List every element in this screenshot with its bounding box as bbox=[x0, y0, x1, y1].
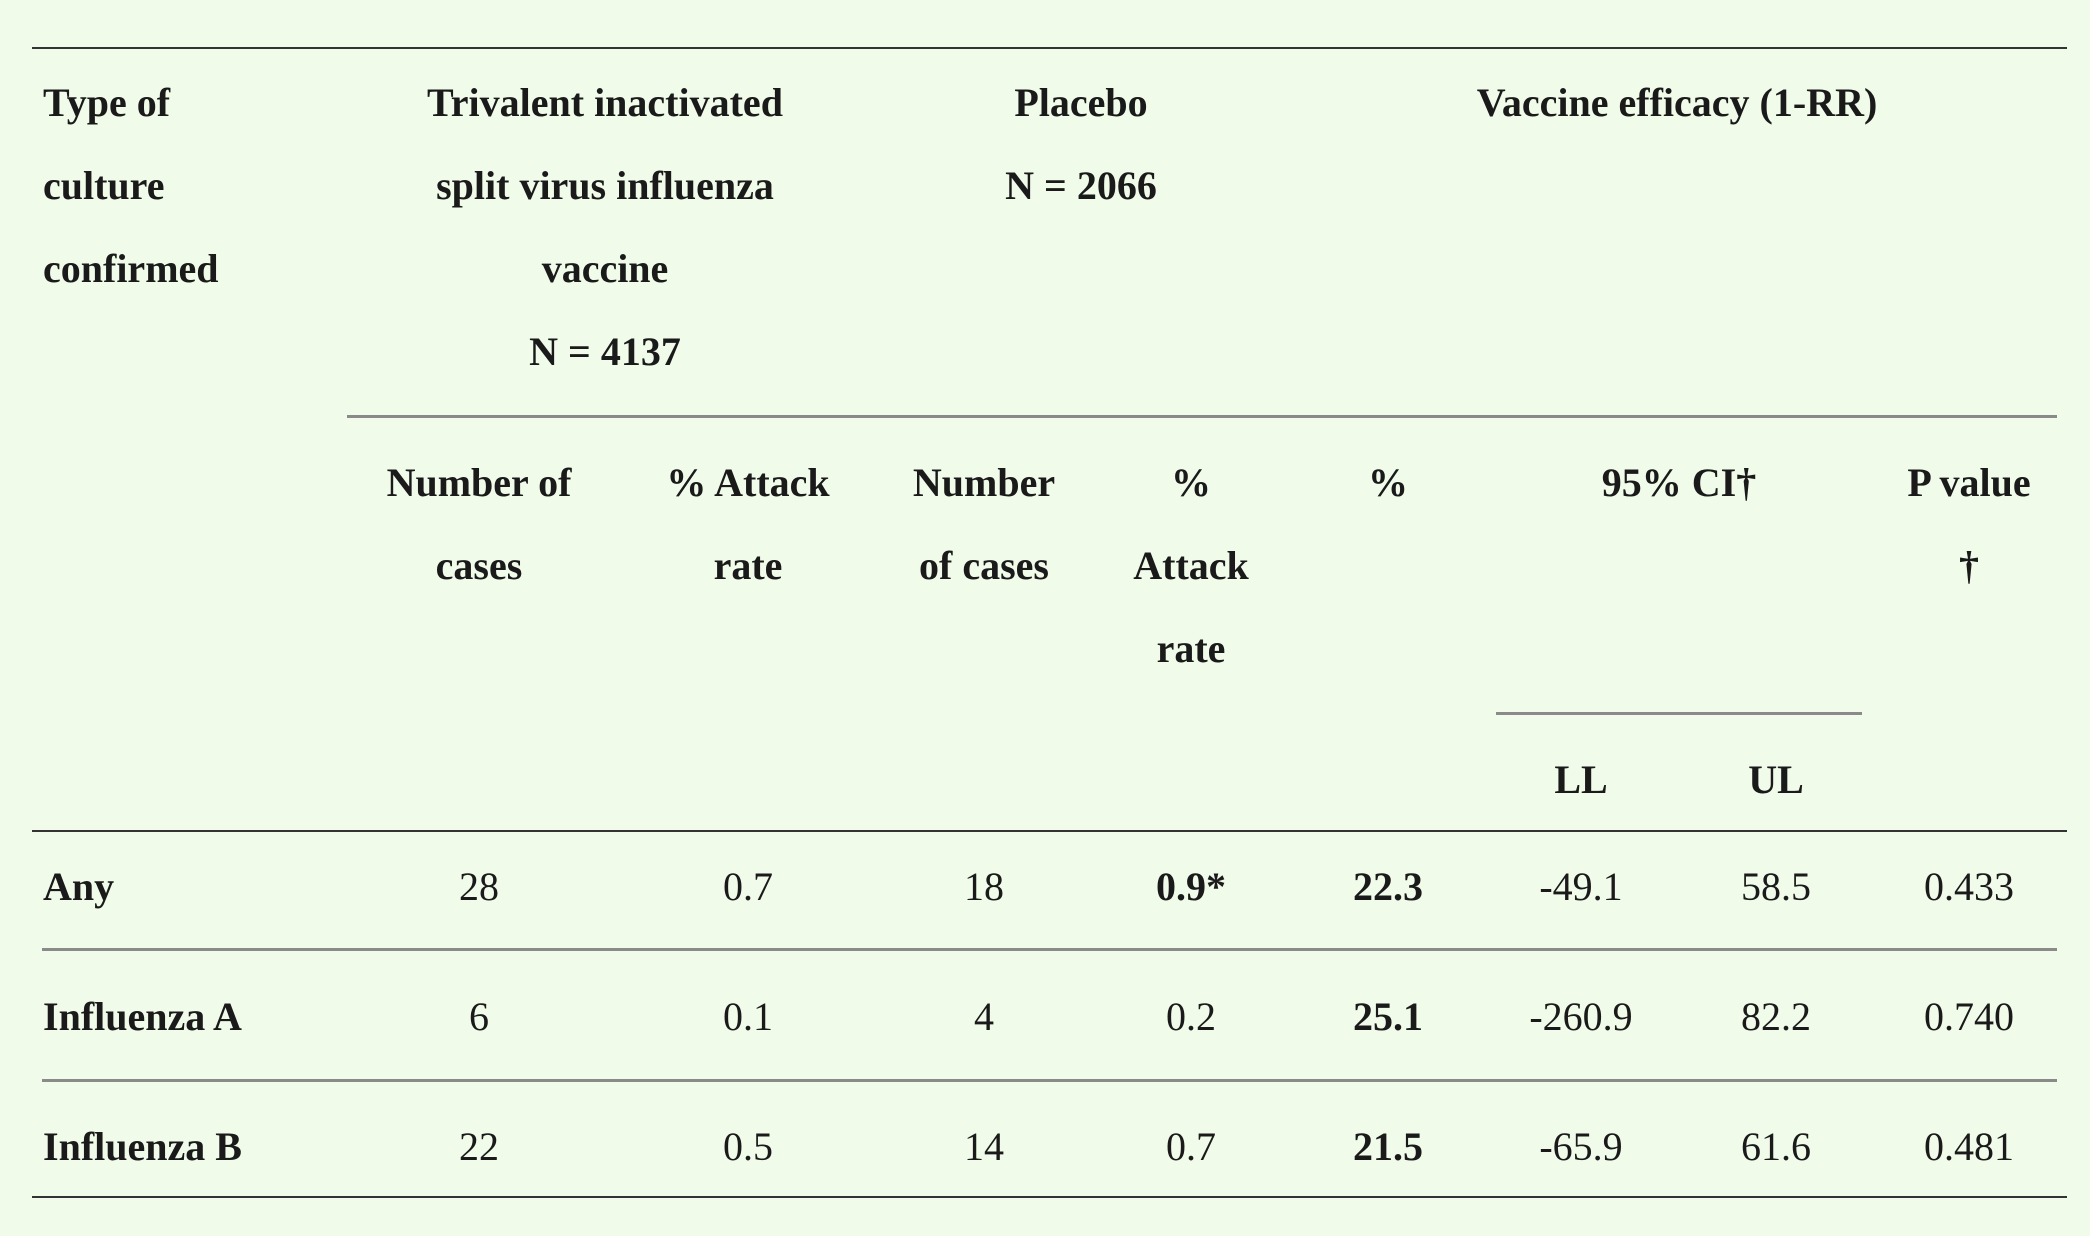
cell: 25.1 bbox=[1353, 994, 1423, 1039]
row-label: Any bbox=[43, 864, 115, 909]
subheader-cell: % Attack bbox=[666, 460, 830, 505]
row-label: Influenza B bbox=[43, 1124, 242, 1169]
cell: 0.7 bbox=[723, 864, 773, 909]
cell: 4 bbox=[974, 994, 994, 1039]
header-cell: vaccine bbox=[541, 246, 669, 291]
cell: 0.5 bbox=[723, 1124, 773, 1169]
header-cell: Placebo bbox=[1014, 80, 1148, 125]
subheader-cell: Number of bbox=[386, 460, 572, 505]
subheader-cell: % bbox=[1171, 460, 1211, 505]
cell: 6 bbox=[469, 994, 489, 1039]
cell: 21.5 bbox=[1353, 1124, 1423, 1169]
cell: -49.1 bbox=[1539, 864, 1623, 909]
subheader-cell: rate bbox=[713, 543, 783, 588]
subheader-cell: UL bbox=[1748, 757, 1804, 802]
cell: 0.481 bbox=[1924, 1124, 2014, 1169]
header-cell: N = 2066 bbox=[1005, 163, 1157, 208]
subheader-cell: Number bbox=[912, 460, 1056, 505]
cell: 22 bbox=[459, 1124, 499, 1169]
rule-bottom bbox=[32, 1196, 2067, 1198]
subheader-cell: Attack bbox=[1133, 543, 1249, 588]
header-cell: Vaccine efficacy (1-RR) bbox=[1476, 80, 1878, 125]
cell: -260.9 bbox=[1529, 994, 1633, 1039]
rule-row bbox=[42, 1079, 2057, 1082]
header-cell: N = 4137 bbox=[529, 329, 681, 374]
cell: 58.5 bbox=[1741, 864, 1811, 909]
row-label: Influenza A bbox=[43, 994, 242, 1039]
subheader-cell: P value bbox=[1907, 460, 2031, 505]
header-cell: Trivalent inactivated bbox=[427, 80, 783, 125]
subheader-cell: cases bbox=[435, 543, 523, 588]
cell: 0.9* bbox=[1156, 864, 1226, 909]
rule-row bbox=[42, 948, 2057, 951]
subheader-cell: of cases bbox=[919, 543, 1049, 588]
header-cell: Type of bbox=[43, 80, 171, 125]
header-cell: culture bbox=[43, 163, 165, 208]
cell: 0.1 bbox=[723, 994, 773, 1039]
subheader-cell: LL bbox=[1554, 757, 1608, 802]
rule-group bbox=[347, 415, 2057, 418]
cell: -65.9 bbox=[1539, 1124, 1623, 1169]
rule-top bbox=[32, 47, 2067, 49]
cell: 0.2 bbox=[1166, 994, 1216, 1039]
subheader-cell: † bbox=[1959, 543, 1979, 588]
rule-ci bbox=[1496, 712, 1862, 715]
cell: 0.740 bbox=[1924, 994, 2014, 1039]
cell: 18 bbox=[964, 864, 1004, 909]
cell: 82.2 bbox=[1741, 994, 1811, 1039]
cell: 0.7 bbox=[1166, 1124, 1216, 1169]
header-cell: split virus influenza bbox=[436, 163, 774, 208]
cell: 22.3 bbox=[1353, 864, 1423, 909]
subheader-cell: rate bbox=[1156, 626, 1226, 671]
subheader-cell: % bbox=[1368, 460, 1408, 505]
subheader-cell: 95% CI† bbox=[1601, 460, 1757, 505]
rule-header-bottom bbox=[32, 830, 2067, 832]
header-cell: confirmed bbox=[43, 246, 219, 291]
cell: 14 bbox=[964, 1124, 1004, 1169]
cell: 0.433 bbox=[1924, 864, 2014, 909]
cell: 28 bbox=[459, 864, 499, 909]
cell: 61.6 bbox=[1741, 1124, 1811, 1169]
